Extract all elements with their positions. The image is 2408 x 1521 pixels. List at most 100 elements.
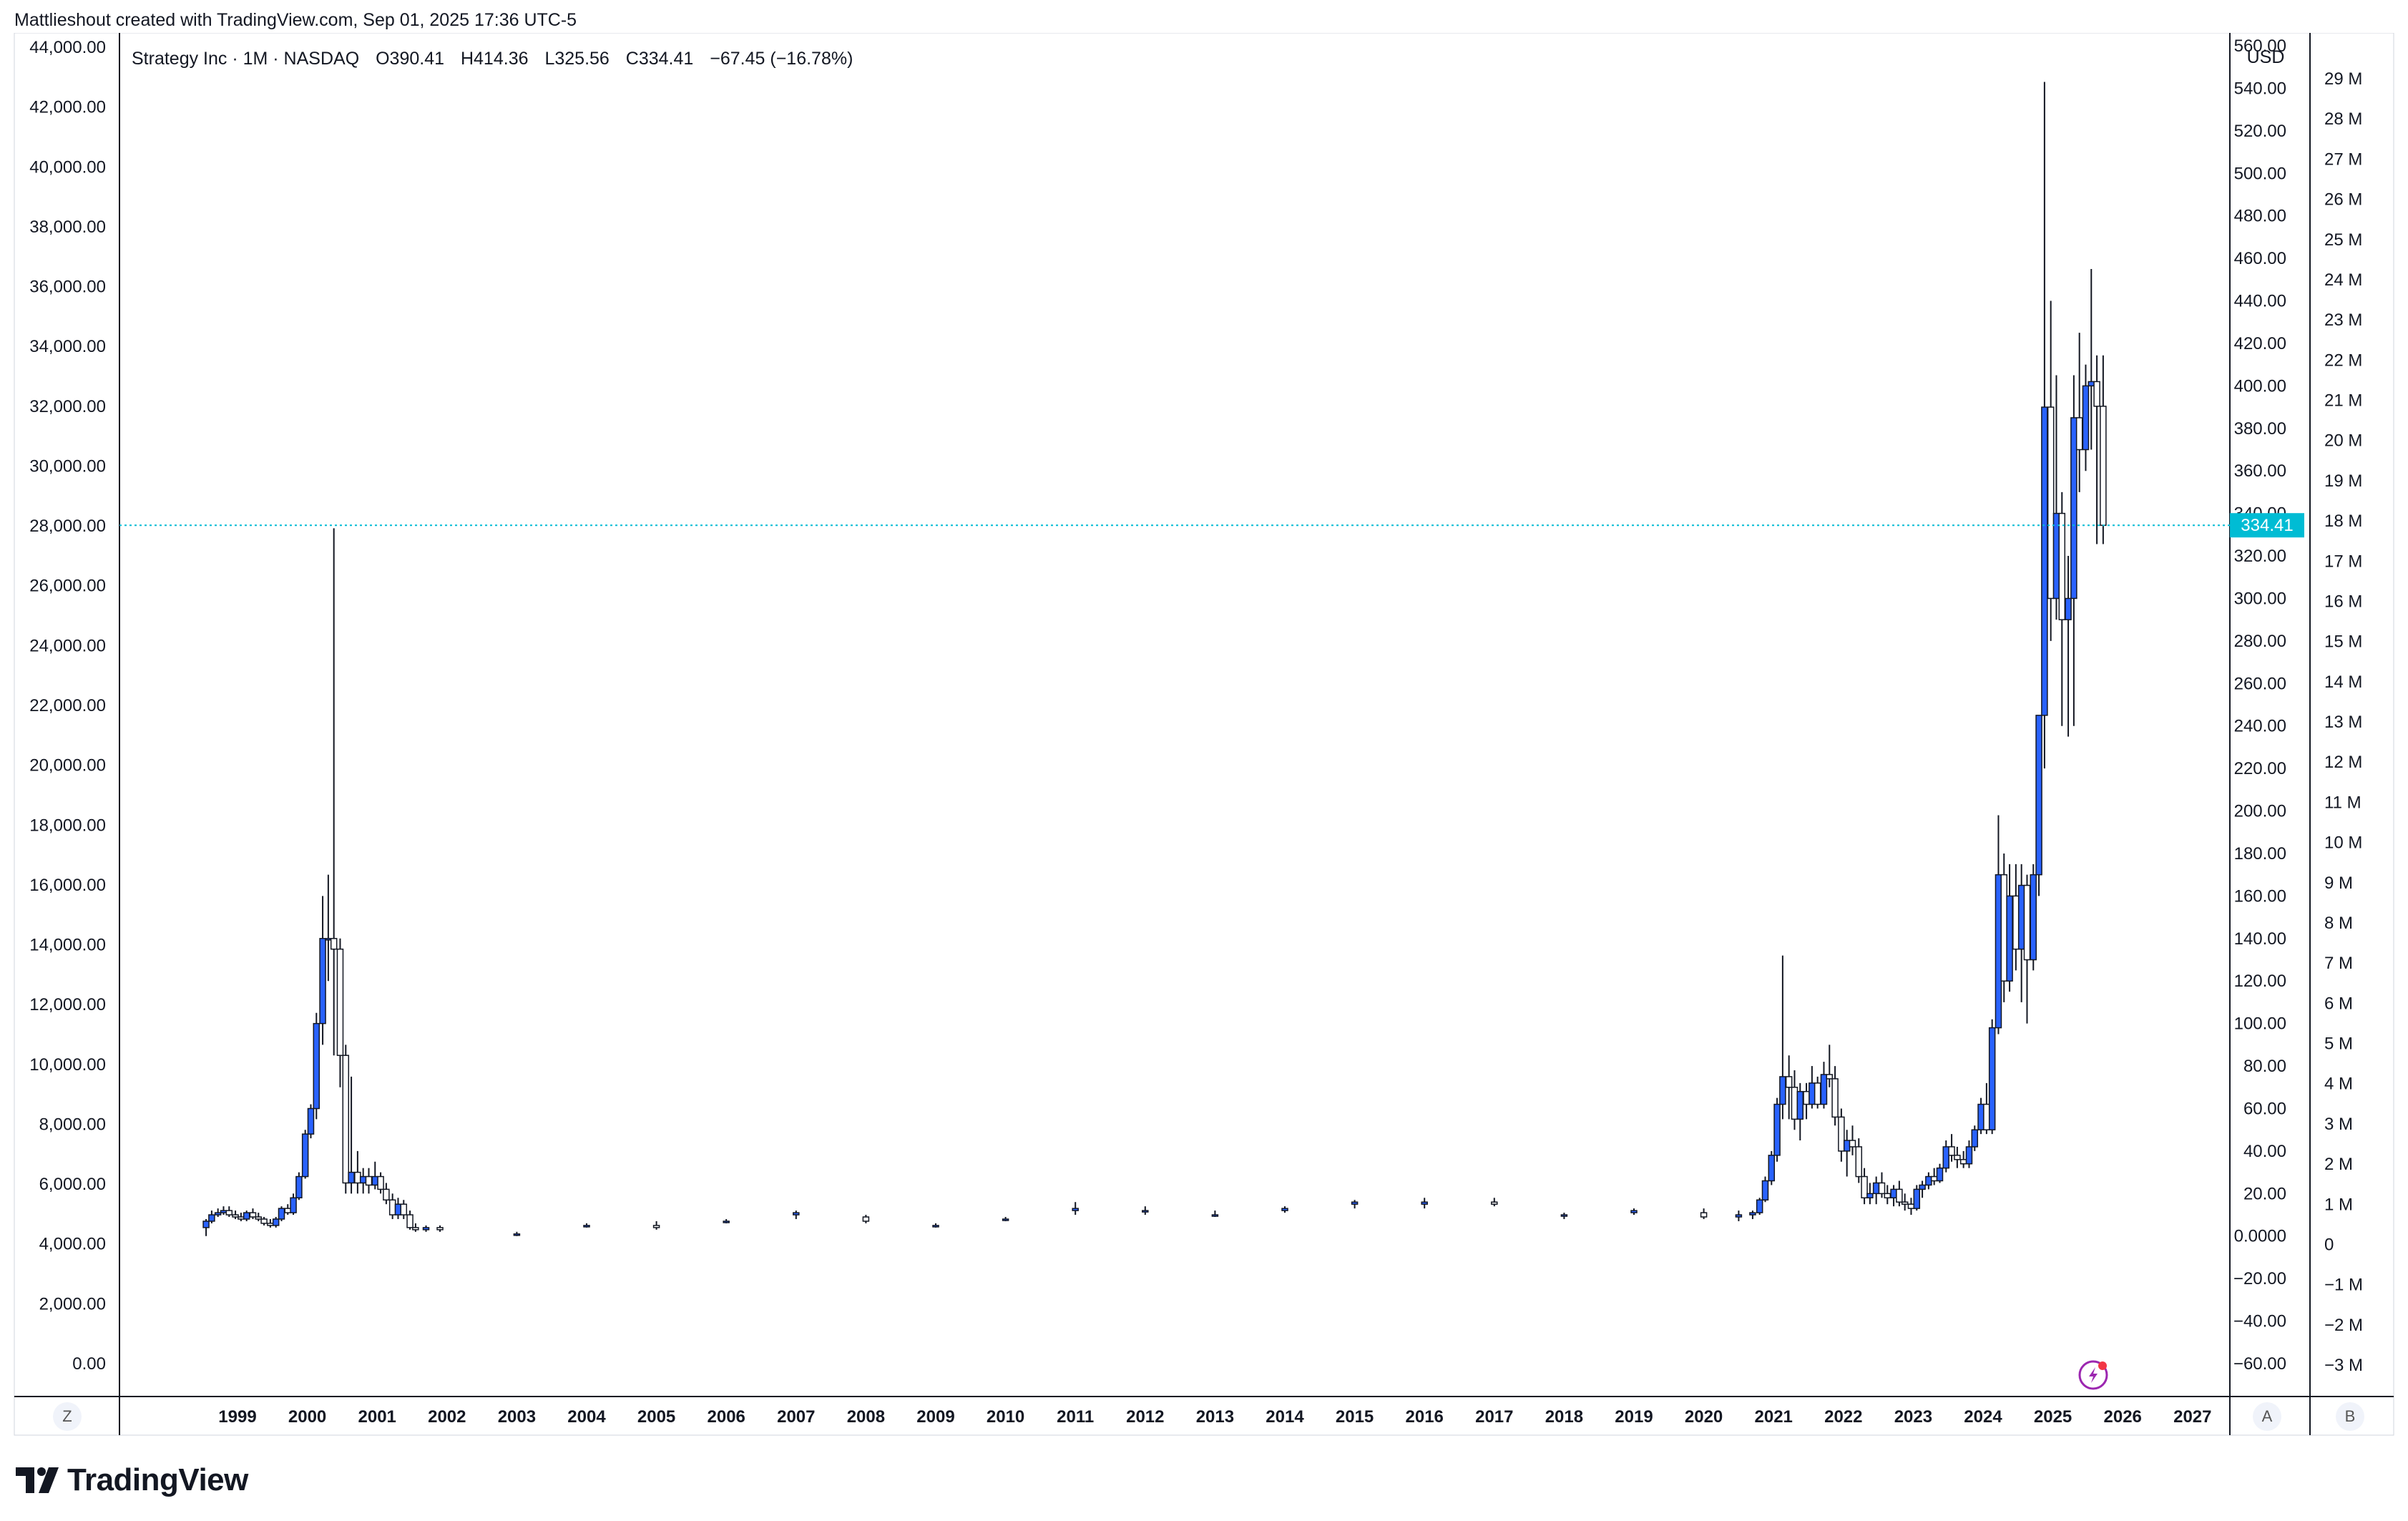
price-tick-label: 160.00 [2234, 886, 2286, 906]
candle-body [1809, 1082, 1816, 1105]
candle [1890, 1185, 1897, 1207]
time-tick-label: 2017 [1475, 1407, 1513, 1427]
candle [290, 1193, 297, 1216]
candle-body [301, 1133, 309, 1178]
time-axis[interactable]: 1999 2000 2001 2002 2003 2004 2005 2006 2007 2008… [218, 1407, 2211, 1427]
candle [1861, 1168, 1868, 1205]
auto-scale-button[interactable]: A [2253, 1402, 2281, 1431]
candle-body [1855, 1146, 1863, 1178]
candle [2012, 864, 2020, 971]
left-tick-label: 6,000.00 [39, 1175, 106, 1194]
candle [1954, 1146, 1961, 1168]
candle [1002, 1217, 1009, 1221]
left-tick-label: 4,000.00 [39, 1235, 106, 1254]
candle [225, 1206, 233, 1218]
tradingview-logo[interactable]: TradingView [16, 1462, 248, 1498]
candle [1959, 1150, 1967, 1168]
candle-body [342, 1055, 350, 1184]
candle-body [793, 1212, 800, 1216]
price-axis[interactable]: 560.00 540.00 520.00 500.00 480.00 460.00 440.… [2233, 36, 2286, 1374]
volume-tick-label: 13 M [2324, 713, 2362, 732]
volume-tick-label: 12 M [2324, 753, 2362, 772]
candle-body [1803, 1090, 1810, 1105]
candle [1826, 1045, 1834, 1087]
price-tick-label: 460.00 [2234, 249, 2286, 268]
price-tick-label: 280.00 [2234, 632, 2286, 651]
candle-body [1826, 1074, 1834, 1080]
legend-symbol[interactable]: Strategy Inc · 1M · NASDAQ [132, 49, 360, 69]
candle [1855, 1138, 1863, 1183]
candle [301, 1130, 309, 1179]
price-tick-label: 360.00 [2234, 461, 2286, 481]
candle [2088, 268, 2095, 450]
zoom-reset-button[interactable]: Z [53, 1402, 82, 1431]
left-axis[interactable]: 44,000.00 42,000.00 40,000.00 38,000.00 36,0… [29, 38, 106, 1374]
candle-body [1700, 1212, 1708, 1218]
candle-body [313, 1022, 320, 1110]
candle-body [1872, 1182, 1880, 1195]
candle-body [1785, 1076, 1793, 1088]
price-tick-label: 60.00 [2243, 1099, 2286, 1118]
candle [295, 1172, 303, 1200]
candle-body [412, 1227, 419, 1231]
time-tick-label: 2015 [1336, 1407, 1374, 1427]
chart-attribution: Mattlieshout created with TradingView.co… [14, 10, 577, 30]
candle-body [1814, 1082, 1821, 1105]
candle [348, 1076, 355, 1194]
candle [238, 1213, 245, 1221]
volume-tick-label: 19 M [2324, 471, 2362, 491]
time-tick-label: 2008 [847, 1407, 885, 1427]
candle-body [1351, 1201, 1359, 1205]
candle-body [202, 1221, 210, 1228]
candle-body [1768, 1155, 1776, 1182]
candle [272, 1217, 280, 1228]
time-tick-label: 2002 [428, 1407, 466, 1427]
legend-close-label: C [625, 49, 639, 69]
candle [2047, 300, 2055, 641]
candle-body [272, 1218, 280, 1226]
candle-body [2041, 406, 2048, 716]
candle [1749, 1211, 1756, 1219]
left-tick-label: 2,000.00 [39, 1294, 106, 1314]
lightning-icon[interactable] [2078, 1360, 2108, 1390]
candle [365, 1168, 373, 1194]
volume-scale-button[interactable]: B [2336, 1402, 2364, 1431]
candle [422, 1225, 430, 1232]
candle-body [1977, 1103, 1984, 1130]
last-price-label: 334.41 [2230, 513, 2304, 538]
candle [1838, 1108, 1845, 1162]
candle [1965, 1140, 1973, 1168]
chart-frame[interactable]: 44,000.00 42,000.00 40,000.00 38,000.00 36,0… [0, 32, 2408, 1446]
time-tick-label: 2007 [777, 1407, 815, 1427]
candle [1768, 1150, 1776, 1185]
candle-body [652, 1225, 660, 1228]
candle [1977, 1097, 1984, 1135]
price-tick-label: 100.00 [2234, 1014, 2286, 1034]
candle-body [1930, 1175, 1938, 1182]
left-tick-label: 32,000.00 [29, 397, 106, 416]
candle-body [400, 1203, 408, 1216]
candle-body [383, 1188, 390, 1200]
candle-body [422, 1227, 430, 1231]
candle-body [2082, 385, 2090, 451]
volume-axis[interactable]: 29 M 28 M 27 M 26 M 25 M 24 M 23 M 22 M 21 M 20 M… [2324, 69, 2363, 1375]
candle [793, 1211, 800, 1219]
price-tick-label: 540.00 [2234, 79, 2286, 98]
candle-body [377, 1175, 384, 1190]
candle [278, 1206, 285, 1221]
candle [1872, 1176, 1880, 1205]
candle [307, 1104, 315, 1139]
time-tick-label: 2020 [1685, 1407, 1723, 1427]
volume-tick-label: 17 M [2324, 552, 2362, 571]
candle-body [208, 1214, 215, 1222]
price-chart[interactable]: 44,000.00 42,000.00 40,000.00 38,000.00 36,0… [0, 32, 2408, 1442]
candle [1925, 1172, 1932, 1190]
volume-tick-label: 24 M [2324, 270, 2362, 290]
price-tick-label: 520.00 [2234, 122, 2286, 141]
time-tick-label: 2003 [498, 1407, 536, 1427]
candle-body [1211, 1214, 1219, 1217]
candle [2075, 333, 2083, 492]
candle [2035, 715, 2042, 896]
price-tick-label: 260.00 [2234, 674, 2286, 693]
candle [1930, 1168, 1938, 1185]
